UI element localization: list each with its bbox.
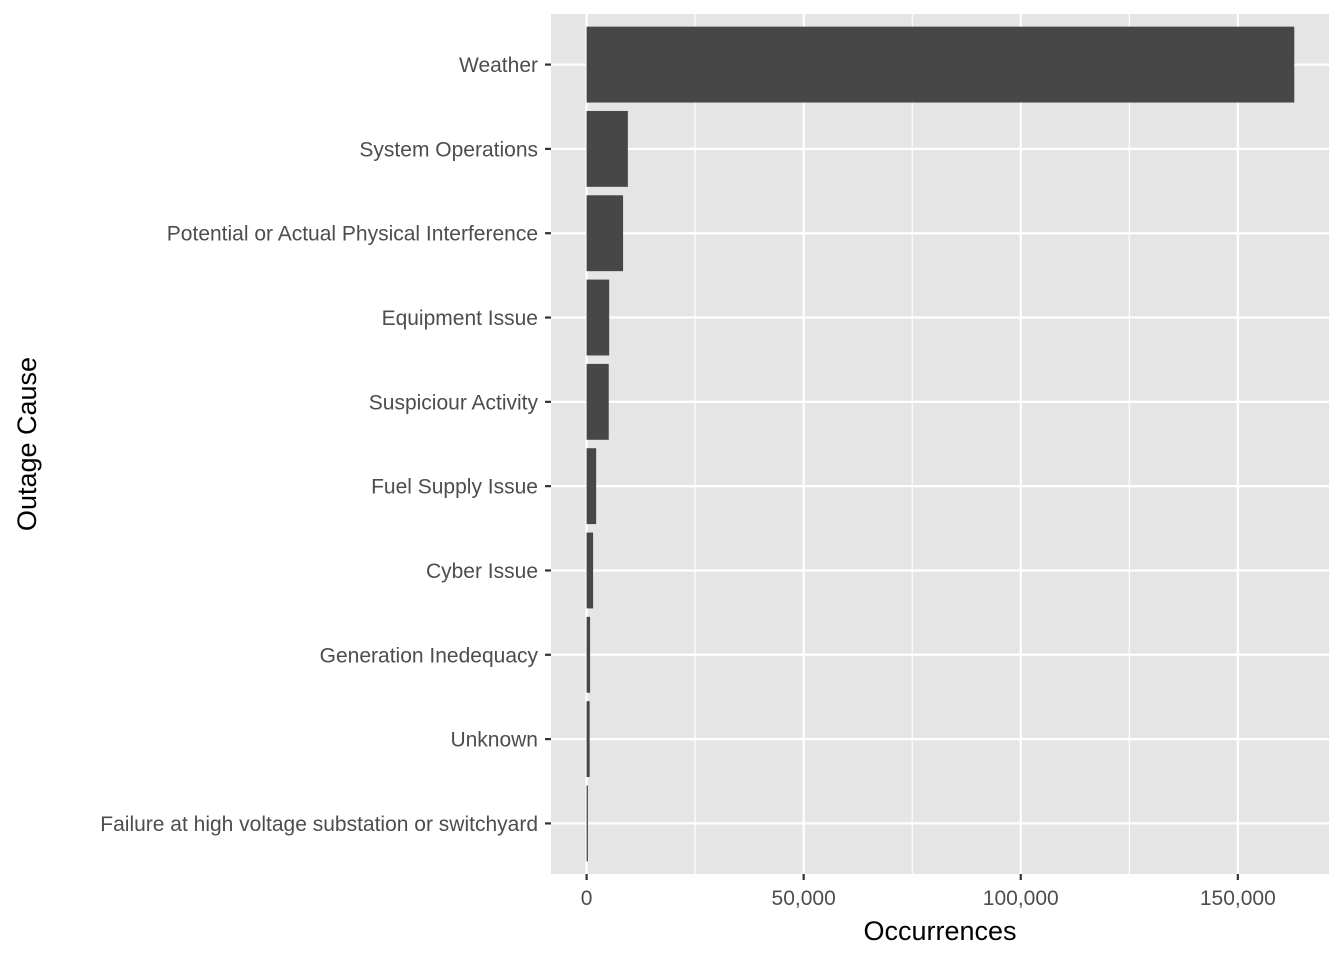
y-tick-label: Fuel Supply Issue: [371, 476, 538, 499]
y-tick-label: Unknown: [450, 729, 538, 752]
bar: [586, 110, 628, 187]
bar: [586, 195, 624, 272]
y-tick-label: Failure at high voltage substation or sw…: [100, 813, 538, 836]
bar: [586, 616, 591, 693]
bar: [586, 26, 1295, 103]
x-axis-title: Occurrences: [863, 916, 1016, 946]
plot-panel: [551, 14, 1329, 874]
x-tick-label: 0: [581, 887, 593, 910]
bar: [586, 448, 597, 525]
y-axis-ticks: Weather System Operations Potential or Act…: [100, 54, 551, 836]
y-tick-label: System Operations: [359, 138, 538, 161]
major-gridlines: [551, 14, 1329, 874]
y-tick-label: Weather: [459, 54, 538, 77]
y-tick-label: Generation Inedequacy: [320, 644, 539, 667]
minor-gridlines: [694, 14, 1130, 874]
x-tick-label: 100,000: [983, 887, 1059, 910]
bar: [586, 785, 588, 862]
x-tick-label: 150,000: [1200, 887, 1276, 910]
y-tick-label: Equipment Issue: [382, 307, 538, 330]
y-tick-label: Potential or Actual Physical Interferenc…: [167, 223, 538, 246]
bar: [586, 363, 609, 440]
y-axis-title: Outage Cause: [12, 357, 42, 531]
x-axis-ticks: 0 50,000 100,000 150,000: [581, 874, 1276, 910]
x-tick-label: 50,000: [772, 887, 836, 910]
bars: [586, 26, 1295, 862]
bar: [586, 532, 594, 609]
y-tick-label: Suspiciour Activity: [369, 391, 539, 414]
bar: [586, 279, 610, 356]
bar: [586, 701, 590, 778]
y-tick-label: Cyber Issue: [426, 560, 538, 583]
